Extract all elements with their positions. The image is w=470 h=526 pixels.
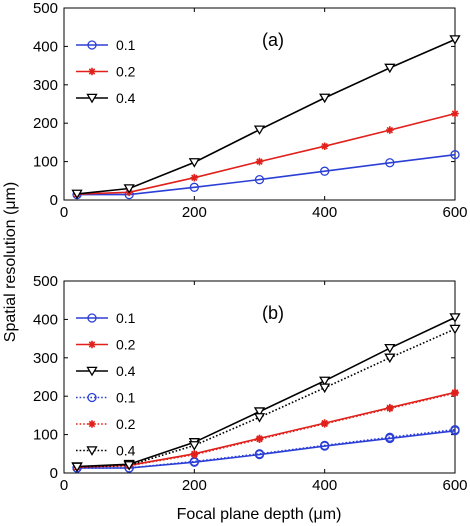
data-point — [190, 450, 199, 459]
data-point — [188, 158, 200, 168]
data-point — [384, 63, 396, 74]
y-tick-label: 0 — [50, 192, 58, 209]
legend-marker — [88, 420, 96, 428]
x-tick-label: 200 — [182, 477, 207, 494]
data-point — [385, 432, 395, 442]
data-point — [255, 157, 264, 166]
y-tick-label: 400 — [33, 311, 58, 328]
panel-label: (a) — [262, 30, 284, 50]
data-point — [188, 441, 200, 451]
x-tick-label: 0 — [60, 477, 68, 494]
x-tick-label: 400 — [312, 477, 337, 494]
y-tick-label: 100 — [33, 427, 58, 444]
data-point — [451, 109, 459, 118]
legend-label: 0.2 — [116, 416, 136, 432]
y-tick-label: 300 — [33, 77, 58, 94]
legend-label: 0.1 — [116, 37, 136, 53]
series-6 — [71, 324, 461, 473]
y-tick-label: 500 — [33, 273, 58, 290]
data-point — [255, 435, 264, 444]
x-tick-label: 600 — [442, 204, 467, 221]
y-tick-label: 300 — [33, 350, 58, 367]
y-tick-label: 500 — [33, 0, 58, 17]
data-point — [320, 142, 329, 151]
data-point — [384, 343, 396, 354]
y-tick-label: 200 — [33, 388, 58, 405]
legend-marker — [86, 366, 98, 377]
data-point — [190, 173, 199, 182]
data-point — [320, 166, 330, 176]
data-point — [71, 189, 83, 200]
x-tick-label: 200 — [182, 204, 207, 221]
data-point — [254, 449, 265, 459]
y-tick-label: 400 — [33, 38, 58, 55]
x-tick-label: 600 — [442, 477, 467, 494]
data-point — [319, 376, 331, 387]
legend: 0.1 0.2 0.4 0.1 0.2 0.4 — [76, 310, 136, 459]
data-point — [450, 150, 460, 160]
legend-marker — [88, 340, 96, 349]
legend-label: 0.2 — [116, 64, 136, 80]
data-point — [253, 407, 266, 417]
data-point — [123, 184, 135, 194]
data-point — [449, 35, 461, 45]
data-point — [319, 383, 331, 394]
panel-label: (b) — [262, 303, 284, 323]
legend-marker — [87, 40, 97, 50]
y-tick-label: 200 — [33, 115, 58, 132]
series-line — [77, 428, 456, 469]
y-axis-label: Spatial resolution (μm) — [2, 182, 19, 342]
data-point — [71, 462, 83, 473]
data-point — [320, 420, 329, 428]
data-point — [189, 182, 199, 192]
data-point — [320, 440, 330, 451]
x-axis-label: Focal plane depth (μm) — [177, 506, 342, 523]
data-point — [254, 174, 265, 185]
data-point — [386, 126, 394, 134]
chart-panel-1: 0 200 400 600 0 100 200 300 400 500 (a) 0.1 0.2 0.4 — [33, 0, 468, 221]
legend-marker — [87, 392, 97, 403]
legend-label: 0.4 — [116, 90, 136, 106]
data-point — [253, 413, 266, 423]
legend-marker — [86, 93, 98, 104]
legend-label: 0.1 — [116, 390, 136, 406]
data-point — [385, 158, 395, 168]
legend-marker — [86, 446, 98, 456]
data-point — [123, 461, 135, 471]
data-point — [253, 125, 266, 136]
legend-label: 0.4 — [116, 363, 136, 379]
legend-label: 0.2 — [116, 337, 136, 353]
legend: 0.1 0.2 0.4 — [76, 37, 136, 106]
legend-label: 0.1 — [116, 310, 136, 326]
x-tick-label: 0 — [60, 204, 68, 221]
legend-marker — [88, 67, 96, 76]
data-point — [384, 353, 396, 364]
data-point — [450, 424, 460, 435]
y-tick-label: 100 — [33, 154, 58, 171]
chart-panels: 0 200 400 600 0 100 200 300 400 500 (a) 0.1 0.2 0.4 0 2… — [33, 0, 468, 494]
data-point — [451, 389, 459, 397]
plot-frame — [63, 7, 456, 201]
data-point — [319, 93, 331, 104]
legend-label: 0.4 — [116, 443, 136, 459]
series-3 — [71, 35, 461, 200]
data-point — [449, 313, 461, 323]
legend-marker — [87, 313, 97, 323]
x-tick-label: 400 — [312, 204, 337, 221]
data-point — [386, 404, 394, 413]
y-tick-label: 0 — [50, 465, 58, 482]
chart-panel-2: 0 200 400 6000100200300400500(b)0.10.20.40.… — [33, 273, 468, 494]
data-point — [449, 324, 461, 335]
